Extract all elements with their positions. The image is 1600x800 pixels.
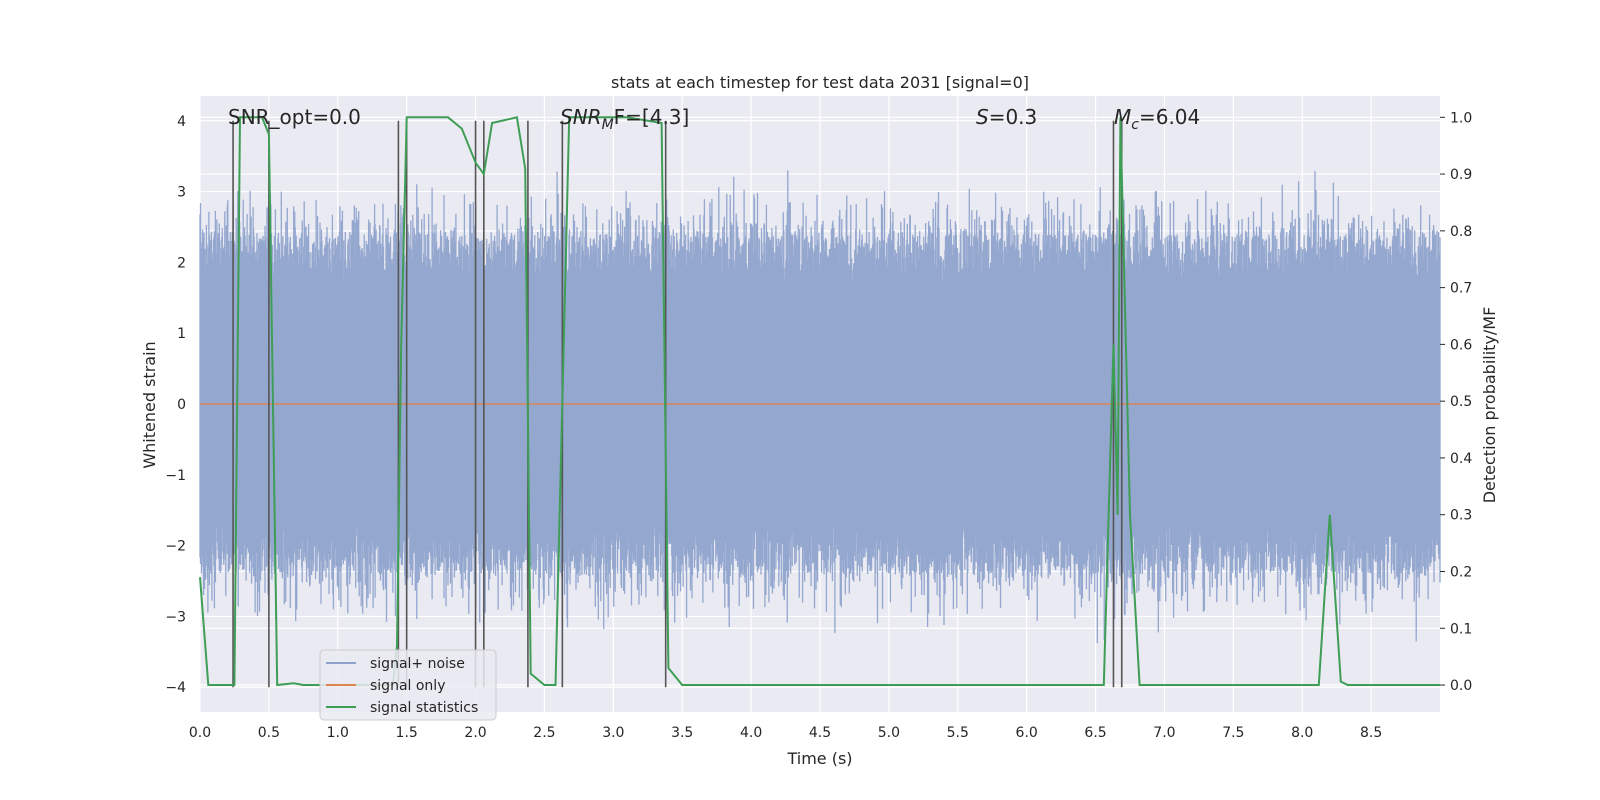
x-tick-label: 8.0 [1291,725,1313,741]
x-tick-label: 5.0 [878,725,900,741]
x-tick-label: 2.0 [464,725,486,741]
x-tick-label: 6.0 [1016,725,1038,741]
snr-opt-annotation: SNR_opt=0.0 [228,105,361,129]
y-tick-label: 0 [177,397,186,413]
mc-subscript: c [1131,117,1139,133]
x-tick-label: 0.5 [258,725,280,741]
y-right-tick-label: 0.7 [1450,281,1472,297]
snr-mf-subscript: M [602,117,614,133]
mc-annotation: Mc=6.04 [1114,105,1200,133]
y-axis-label: Whitened strain [140,341,159,468]
y-tick-label: −4 [165,680,186,696]
y-right-tick-label: 1.0 [1450,110,1472,126]
x-tick-label: 3.5 [671,725,693,741]
legend-box [319,649,497,721]
snr-mf-annotation: SNRMF=[4.3] [560,105,689,133]
mc-value: =6.04 [1139,105,1200,129]
x-tick-label: 0.0 [189,725,211,741]
x-tick-label: 7.5 [1222,725,1244,741]
x-tick-label: 2.5 [533,725,555,741]
y-right-axis-label: Detection probability/MF [1480,307,1499,504]
mc-symbol: M [1114,105,1131,129]
legend-label-noise: signal+ noise [370,656,465,672]
x-tick-label: 5.5 [947,725,969,741]
x-tick-label: 8.5 [1360,725,1382,741]
y-right-tick-label: 0.8 [1450,224,1472,240]
y-tick-label: −2 [165,539,186,555]
y-right-tick-label: 0.3 [1450,508,1472,524]
y-tick-label: 2 [177,255,186,271]
x-tick-label: 4.5 [809,725,831,741]
x-tick-label: 4.0 [740,725,762,741]
x-tick-label: 1.0 [327,725,349,741]
y-right-tick-label: 0.5 [1450,394,1472,410]
x-tick-label: 6.5 [1084,725,1106,741]
x-tick-labels: 0.0 0.5 1.0 1.5 2.0 2.5 3.0 3.5 4.0 4.5 5.0 5.5 6.0 6… [189,725,1382,741]
legend: signal+ noise signal only signal statist… [319,649,497,721]
snr-mf-value: F=[4.3] [614,105,690,129]
y-tick-label: 3 [177,185,186,201]
y-right-tick-label: 0.1 [1450,621,1472,637]
y-right-tick-label: 0.6 [1450,337,1472,353]
s-annotation: S=0.3 [976,105,1037,129]
y-right-tick-label: 0.2 [1450,564,1472,580]
x-tick-label: 7.0 [1153,725,1175,741]
y-tick-label: −1 [165,468,186,484]
y-tick-labels: −4 −3 −2 −1 0 1 2 3 4 [165,114,186,696]
signal-statistics-series [199,116,1440,687]
y-right-tick-label: 0.0 [1450,678,1472,694]
chart-title: stats at each timestep for test data 203… [611,73,1029,92]
snr-mf-symbol: SNR [560,105,602,129]
y-right-tick-label: 0.4 [1450,451,1472,467]
legend-label-statistics: signal statistics [370,700,478,716]
y-tick-label: 1 [177,326,186,342]
legend-label-signal-only: signal only [370,678,445,694]
y-right-tick-label: 0.9 [1450,167,1472,183]
y-right-tick-labels: 0.0 0.1 0.2 0.3 0.4 0.5 0.6 0.7 0.8 0.9 1.0 [1440,110,1472,694]
x-axis-label: Time (s) [786,749,852,768]
y-tick-label: −3 [165,609,186,625]
x-tick-label: 1.5 [396,725,418,741]
x-tick-label: 3.0 [602,725,624,741]
s-symbol: S [976,105,989,129]
y-tick-label: 4 [177,114,186,130]
s-value: =0.3 [989,105,1038,129]
